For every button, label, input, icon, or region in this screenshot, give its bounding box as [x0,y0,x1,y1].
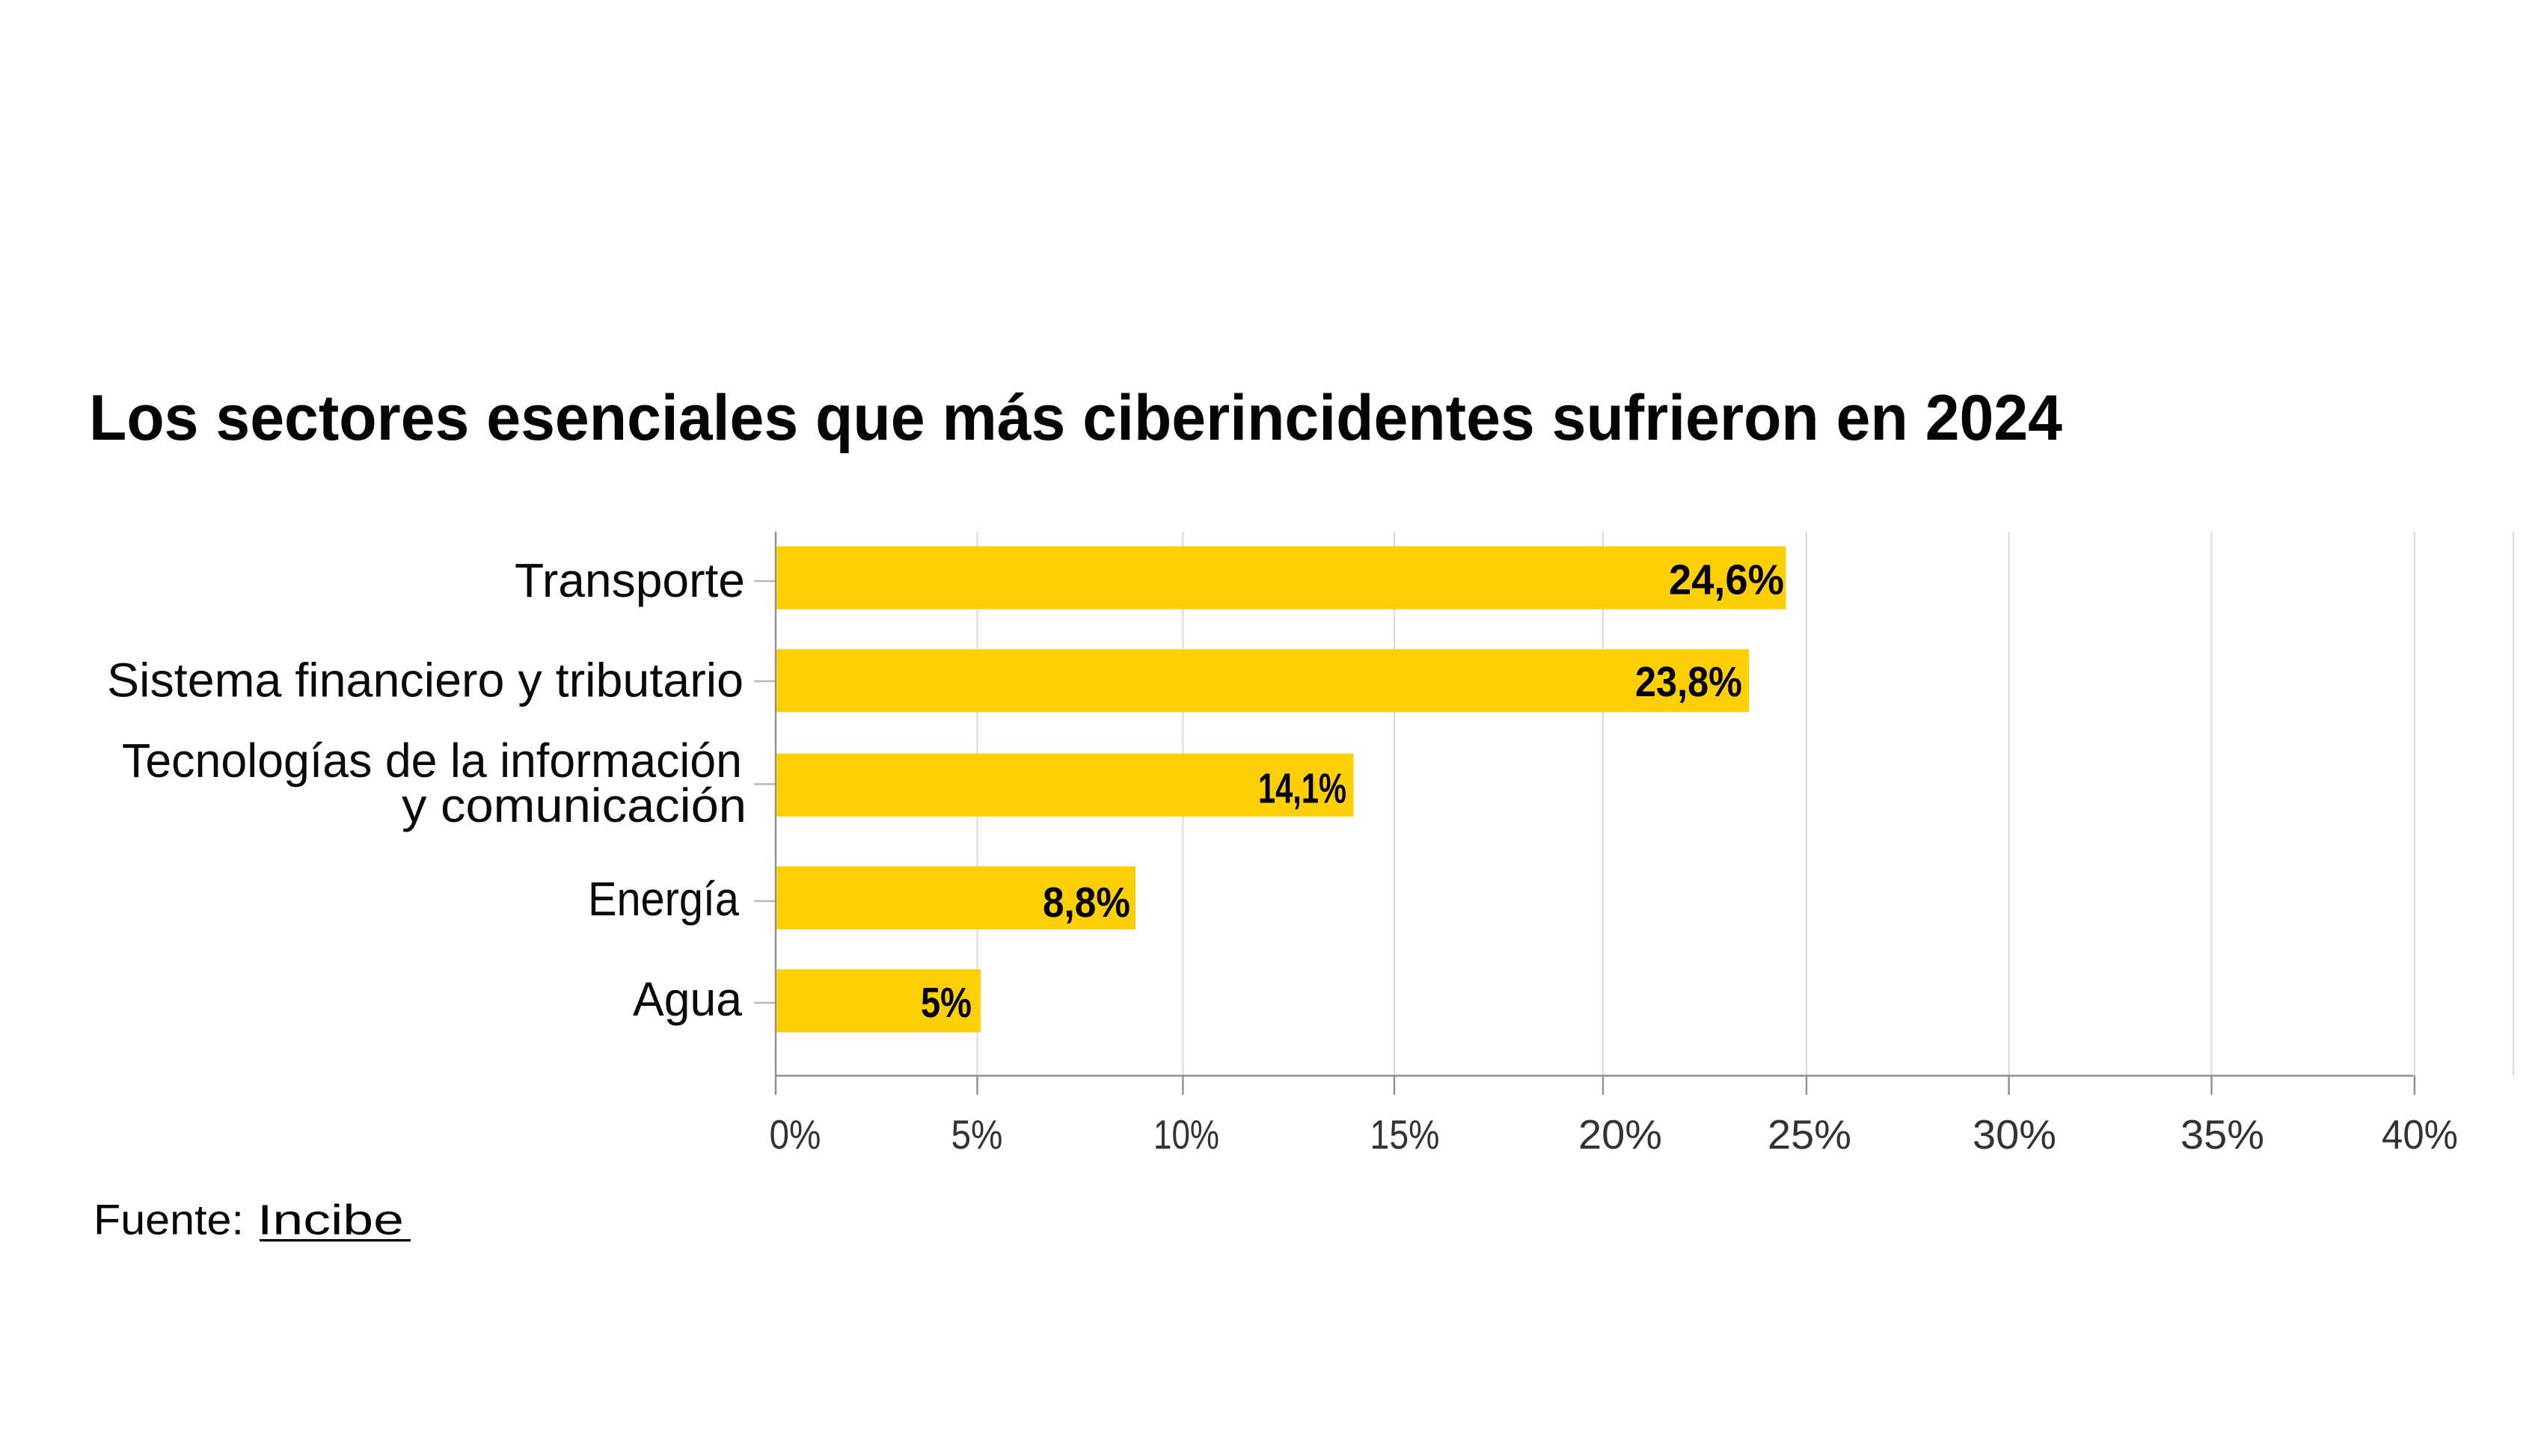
svg-text:0%: 0% [770,1112,821,1158]
svg-text:Incibe: Incibe [257,1197,404,1244]
svg-text:Sistema financiero y tributari: Sistema financiero y tributario [107,654,744,707]
svg-text:5%: 5% [921,979,972,1027]
svg-text:Fuente:: Fuente: [94,1197,244,1244]
svg-text:y comunicación: y comunicación [402,778,747,832]
svg-text:23,8%: 23,8% [1635,658,1742,706]
svg-text:5%: 5% [951,1112,1003,1158]
svg-text:40%: 40% [2382,1112,2458,1158]
svg-text:Agua: Agua [633,972,742,1026]
svg-text:8,8%: 8,8% [1043,879,1130,927]
svg-text:Transporte: Transporte [515,553,745,607]
svg-text:10%: 10% [1153,1112,1219,1158]
svg-text:24,6%: 24,6% [1669,556,1784,604]
svg-text:15%: 15% [1370,1112,1440,1158]
svg-text:14,1%: 14,1% [1258,765,1346,813]
svg-text:Energía: Energía [588,872,739,926]
svg-text:Los sectores esenciales que má: Los sectores esenciales que más ciberinc… [89,382,2062,454]
svg-text:30%: 30% [1973,1112,2056,1158]
svg-text:Tecnologías de la información: Tecnologías de la información [122,734,742,787]
svg-text:20%: 20% [1578,1112,1662,1158]
svg-text:35%: 35% [2180,1112,2264,1158]
svg-text:25%: 25% [1768,1112,1851,1158]
